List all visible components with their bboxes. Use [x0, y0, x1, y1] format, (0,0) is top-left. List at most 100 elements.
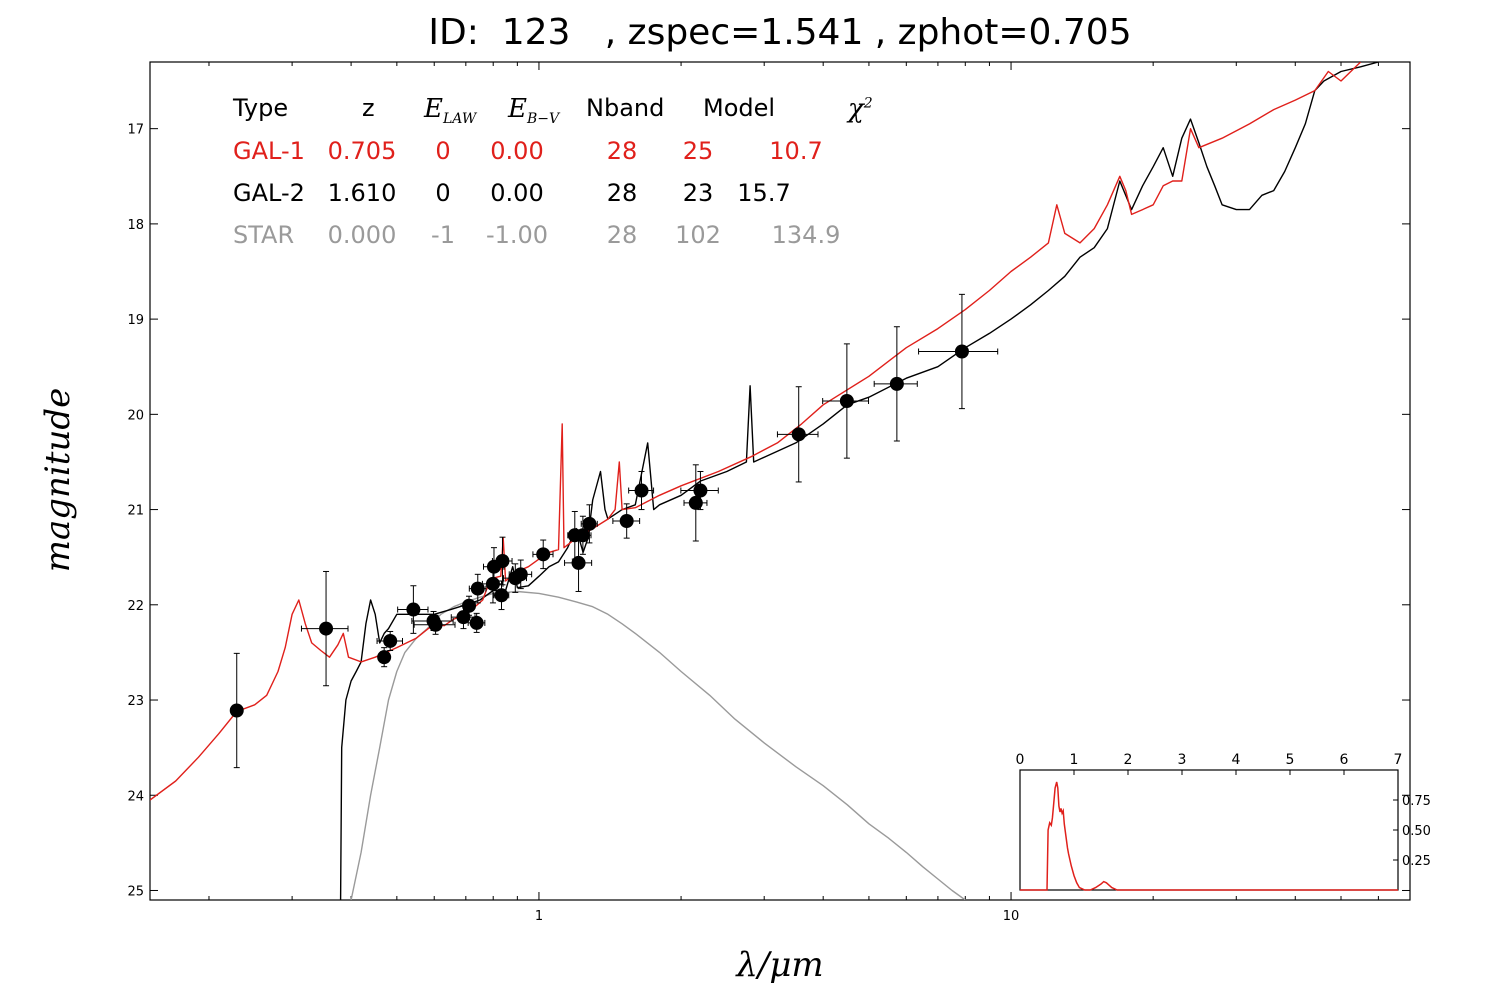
series-line-gal-1: [150, 62, 1362, 801]
observation-point: [873, 326, 918, 442]
x-axis-label: λ/μm: [736, 945, 824, 985]
table-header-z: z: [362, 94, 375, 122]
plot-frame: [149, 61, 1411, 901]
table-cell-chi2: 134.9: [771, 221, 841, 249]
observation-marker: [494, 588, 509, 603]
table-cell-ebv: 0.00: [490, 179, 544, 207]
ebv-subscript: B−V: [526, 111, 560, 128]
table-header-elaw: ELAW: [424, 94, 476, 127]
inset-y-tick-label: 0.25: [1402, 854, 1431, 869]
observation-marker: [889, 376, 904, 391]
observation-marker: [406, 602, 421, 617]
inset-x-tick-label: 4: [1232, 752, 1241, 768]
observation-point: [580, 504, 598, 544]
table-cell-type: GAL-1: [233, 137, 305, 165]
observation-point: [776, 386, 819, 483]
table-header-type: Type: [233, 94, 289, 122]
chart-title: ID: 123 , zspec=1.541 , zphot=0.705: [428, 12, 1132, 53]
observation-point: [376, 630, 404, 652]
observation-point: [612, 503, 641, 539]
chi-superscript: 2: [863, 95, 873, 112]
y-tick-label: 17: [127, 123, 144, 138]
observations-layer: [229, 293, 999, 769]
observation-point: [397, 585, 429, 634]
table-cell-ebv: 0.00: [490, 137, 544, 165]
table-cell-z: 1.610: [327, 179, 397, 207]
y-tick-label: 19: [127, 313, 144, 328]
y-tick-label: 18: [127, 218, 144, 233]
observation-point: [508, 559, 533, 590]
observation-marker: [954, 344, 969, 359]
observation-marker: [428, 617, 443, 632]
y-tick-label: 23: [127, 694, 144, 709]
table-cell-elaw: 0: [435, 179, 451, 207]
table-cell-z: 0.000: [327, 221, 397, 249]
y-axis-label: magnitude: [38, 387, 78, 573]
observation-marker: [456, 610, 471, 625]
table-header-chi2: χ2: [848, 94, 873, 124]
table-cell-nband: 28: [606, 137, 638, 165]
observation-point: [680, 470, 719, 511]
observation-marker: [571, 555, 586, 570]
table-cell-model: 102: [675, 221, 721, 249]
ebv-symbol: E: [508, 94, 527, 124]
observation-point: [532, 539, 554, 570]
inset-x-tick-label: 3: [1178, 752, 1187, 768]
observation-marker: [513, 567, 528, 582]
inset-x-tick-label: 1: [1070, 752, 1079, 768]
series-line-star: [350, 590, 966, 900]
observation-marker: [582, 516, 597, 531]
observation-marker: [791, 427, 806, 442]
table-header-nband: Nband: [586, 94, 665, 122]
observation-point: [377, 647, 392, 668]
observation-point: [493, 580, 510, 611]
table-cell-ebv: -1.00: [485, 221, 549, 249]
elaw-subscript: LAW: [442, 111, 477, 128]
observation-point: [822, 343, 870, 459]
inset-y-tick-label: 0.75: [1402, 794, 1431, 809]
table-cell-nband: 28: [606, 179, 638, 207]
observation-marker: [536, 547, 551, 562]
table-cell-type: STAR: [233, 221, 295, 249]
observation-marker: [229, 703, 244, 718]
elaw-symbol: E: [424, 94, 443, 124]
observation-marker: [495, 553, 510, 568]
inset-pdz-plot: 0 1 2 3 4 5 6 7 0.25 0.50 0.75: [1016, 752, 1431, 891]
table-cell-chi2: 10.7: [769, 137, 823, 165]
table-cell-model: 23: [682, 179, 714, 207]
observation-point: [628, 470, 655, 511]
observation-marker: [634, 483, 649, 498]
y-tick-label: 24: [127, 789, 144, 804]
table-cell-z: 0.705: [327, 137, 397, 165]
observation-point: [491, 536, 513, 586]
table-header-ebv: EB−V: [508, 94, 559, 127]
observation-marker: [575, 528, 590, 543]
observation-point: [468, 573, 487, 604]
inset-pdz-line: [1020, 781, 1398, 891]
inset-x-tick-label: 5: [1286, 752, 1295, 768]
observation-marker: [319, 621, 334, 636]
observation-marker: [470, 581, 485, 596]
x-tick-label: 1: [535, 909, 543, 924]
observation-point: [413, 614, 456, 635]
table-header-model: Model: [703, 94, 776, 122]
inset-x-tick-label: 7: [1394, 752, 1403, 768]
inset-frame: [1019, 769, 1399, 891]
observation-marker: [693, 483, 708, 498]
table-cell-elaw: -1: [431, 221, 455, 249]
inset-ticks: 0 1 2 3 4 5 6 7 0.25 0.50 0.75: [1016, 752, 1431, 869]
observation-marker: [383, 633, 398, 648]
observation-point: [462, 595, 477, 616]
inset-x-tick-label: 2: [1124, 752, 1133, 768]
table-cell-model: 25: [682, 137, 714, 165]
observation-point: [467, 612, 486, 633]
table-cell-chi2: 15.7: [737, 179, 791, 207]
observation-marker: [377, 650, 392, 665]
observation-point: [300, 570, 349, 687]
x-tick-label: 10: [1003, 909, 1020, 924]
observation-marker: [485, 576, 500, 591]
observation-marker: [688, 495, 703, 510]
observation-point: [918, 293, 999, 410]
